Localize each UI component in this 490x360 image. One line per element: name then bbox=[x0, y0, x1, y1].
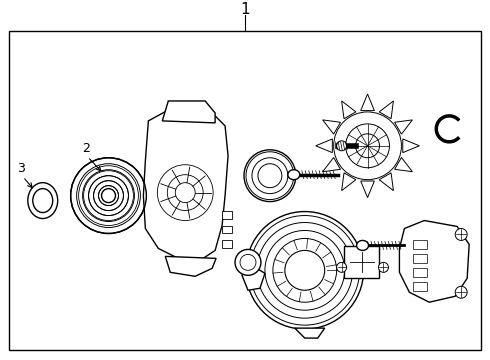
Ellipse shape bbox=[235, 249, 261, 275]
Polygon shape bbox=[399, 221, 469, 302]
Ellipse shape bbox=[337, 262, 346, 272]
Polygon shape bbox=[316, 139, 332, 153]
Polygon shape bbox=[242, 262, 265, 290]
Polygon shape bbox=[379, 173, 393, 191]
Bar bbox=[222, 211, 232, 219]
Ellipse shape bbox=[285, 251, 325, 290]
Polygon shape bbox=[342, 173, 356, 191]
Polygon shape bbox=[379, 101, 393, 119]
Ellipse shape bbox=[244, 150, 296, 202]
Polygon shape bbox=[361, 181, 374, 198]
Polygon shape bbox=[323, 120, 341, 134]
Bar bbox=[414, 255, 427, 264]
Bar bbox=[414, 268, 427, 277]
Ellipse shape bbox=[28, 183, 58, 219]
Text: 3: 3 bbox=[17, 162, 25, 175]
Polygon shape bbox=[162, 101, 215, 123]
Polygon shape bbox=[323, 157, 341, 172]
Polygon shape bbox=[394, 157, 413, 172]
Ellipse shape bbox=[455, 229, 467, 240]
Polygon shape bbox=[403, 139, 419, 153]
Ellipse shape bbox=[455, 286, 467, 298]
Polygon shape bbox=[295, 328, 325, 338]
Ellipse shape bbox=[378, 262, 389, 272]
Bar bbox=[414, 240, 427, 249]
Polygon shape bbox=[165, 256, 216, 276]
Polygon shape bbox=[394, 120, 413, 134]
Bar bbox=[9, 31, 481, 350]
Polygon shape bbox=[361, 94, 374, 111]
Ellipse shape bbox=[33, 189, 53, 212]
Ellipse shape bbox=[71, 158, 147, 234]
Polygon shape bbox=[144, 109, 228, 260]
Ellipse shape bbox=[246, 212, 364, 329]
Text: 1: 1 bbox=[240, 2, 250, 17]
Ellipse shape bbox=[101, 189, 116, 203]
Polygon shape bbox=[342, 101, 356, 119]
Bar bbox=[414, 282, 427, 291]
Bar bbox=[222, 225, 232, 234]
Text: 2: 2 bbox=[82, 142, 90, 155]
Ellipse shape bbox=[288, 170, 300, 180]
Ellipse shape bbox=[357, 240, 368, 251]
Bar bbox=[343, 247, 379, 278]
Bar bbox=[222, 240, 232, 248]
Ellipse shape bbox=[337, 141, 346, 151]
